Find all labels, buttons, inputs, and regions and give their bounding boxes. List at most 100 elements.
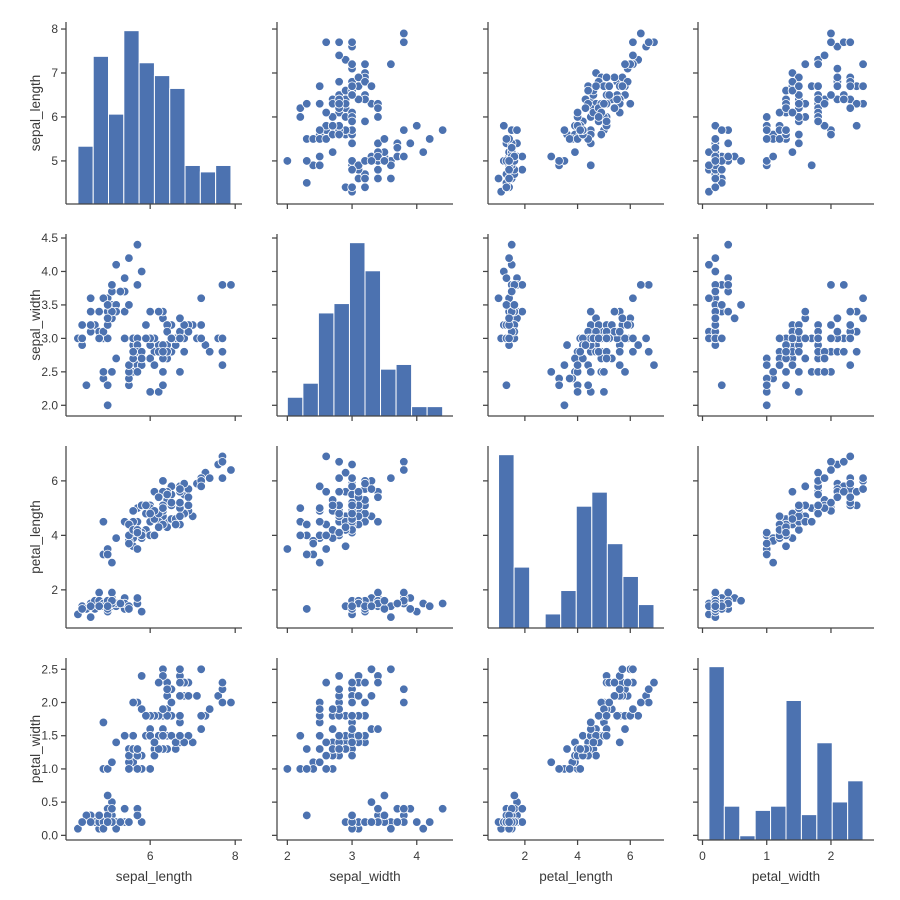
point	[509, 790, 520, 801]
point	[717, 300, 727, 310]
point	[347, 500, 357, 511]
point	[787, 147, 798, 157]
point	[107, 587, 117, 598]
point	[111, 260, 121, 270]
point	[217, 677, 228, 688]
y-tick-label: 7	[51, 66, 58, 80]
point	[175, 664, 185, 674]
point	[386, 473, 396, 483]
point	[124, 604, 134, 614]
point	[175, 711, 185, 721]
point	[124, 538, 134, 549]
y-tick-label: 0.0	[41, 828, 58, 842]
point	[217, 360, 228, 370]
point	[308, 538, 318, 549]
point	[111, 353, 121, 364]
point	[787, 333, 798, 344]
point	[572, 360, 583, 370]
point	[366, 601, 377, 611]
point	[98, 293, 109, 303]
point	[353, 72, 364, 83]
point	[819, 99, 830, 109]
point	[360, 116, 370, 127]
point	[107, 280, 117, 290]
point	[136, 704, 147, 714]
point	[386, 664, 396, 674]
point	[334, 684, 344, 694]
point	[366, 664, 377, 674]
point	[819, 121, 830, 131]
histogram-bar	[723, 805, 741, 841]
x-tick-label: 2	[828, 849, 835, 863]
point	[315, 503, 325, 513]
point	[315, 160, 325, 171]
point	[562, 744, 572, 754]
point	[360, 77, 370, 87]
point	[826, 90, 836, 100]
point	[217, 697, 228, 708]
point	[794, 81, 804, 91]
point	[609, 691, 620, 701]
point	[347, 737, 357, 748]
point	[334, 473, 344, 483]
point	[781, 541, 791, 551]
point	[710, 266, 721, 277]
point	[295, 503, 305, 513]
y-axis-label: petal_length	[28, 500, 43, 574]
point	[200, 340, 211, 350]
point	[196, 293, 206, 303]
point	[636, 28, 646, 39]
point	[102, 549, 113, 560]
histogram-bar	[364, 270, 382, 417]
point	[119, 804, 130, 814]
point	[321, 677, 331, 688]
point	[813, 333, 823, 344]
point	[347, 677, 357, 688]
point	[704, 160, 714, 171]
point	[399, 457, 409, 467]
point	[366, 817, 377, 827]
point	[710, 313, 721, 324]
histogram-bar	[575, 505, 593, 629]
point	[166, 333, 177, 344]
point	[813, 59, 823, 69]
point	[386, 173, 396, 184]
point	[504, 156, 514, 166]
point	[136, 353, 147, 364]
point	[124, 360, 134, 370]
histogram-bar	[138, 62, 155, 205]
histogram-bar	[622, 575, 639, 629]
point	[77, 333, 87, 344]
histogram-bar	[800, 814, 818, 841]
point	[107, 306, 117, 317]
point	[504, 313, 514, 324]
point	[507, 286, 517, 297]
point	[762, 400, 772, 410]
point	[77, 817, 87, 827]
point	[141, 500, 151, 511]
histogram-bar	[606, 543, 624, 629]
point	[612, 711, 622, 721]
point	[564, 764, 575, 774]
point	[366, 484, 377, 494]
point	[517, 817, 527, 827]
point	[615, 737, 625, 748]
panel-petal_width-vs-petal_width: 0 1 2 petal_width	[693, 658, 874, 884]
point	[774, 107, 785, 118]
point	[774, 511, 785, 521]
point	[175, 511, 185, 521]
point	[644, 697, 654, 708]
point	[586, 160, 596, 171]
point	[593, 112, 604, 122]
histogram-bar	[77, 145, 94, 205]
point	[723, 151, 733, 162]
point	[628, 37, 638, 47]
point	[353, 691, 364, 701]
point	[392, 817, 403, 827]
point	[425, 134, 435, 144]
point	[787, 107, 798, 118]
point	[717, 125, 727, 135]
point	[334, 77, 344, 87]
point	[196, 724, 206, 734]
point	[499, 121, 509, 131]
